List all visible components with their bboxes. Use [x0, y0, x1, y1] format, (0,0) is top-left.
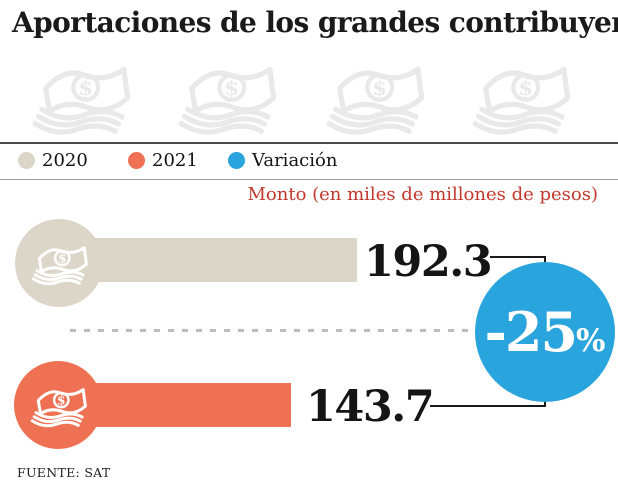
variation-value: -25: [484, 300, 578, 364]
money-banknote-icon: $: [178, 66, 277, 135]
legend-item-2020: 2020: [18, 147, 88, 173]
legend-dot-2020: [18, 151, 35, 169]
money-banknote-icon: $: [32, 66, 131, 135]
money-banknote-icon: $: [31, 246, 88, 286]
bar-2021-money-badge: $: [14, 361, 102, 449]
percent-sign: %: [576, 323, 606, 359]
variation-badge: -25%: [475, 262, 615, 402]
chart-subtitle: Monto (en miles de millones de pesos): [247, 184, 598, 205]
value-label-2021: 143.7: [306, 382, 435, 432]
dashed-connector-line: [70, 329, 472, 332]
legend-dot-variacion: [228, 151, 245, 169]
money-banknote-icon: $: [472, 66, 571, 135]
money-banknote-icon: $: [30, 388, 87, 428]
divider-legend-bottom: [0, 179, 618, 180]
page-title: Aportaciones de los grandes contribuyent…: [12, 6, 618, 39]
svg-text:$: $: [518, 75, 533, 100]
variation-label: -25%: [484, 305, 605, 359]
divider-top: [0, 142, 618, 144]
svg-text:$: $: [57, 393, 65, 407]
value-label-2020: 192.3: [364, 237, 493, 287]
svg-text:$: $: [78, 75, 93, 100]
svg-text:$: $: [372, 75, 387, 100]
legend-item-2021: 2021: [128, 147, 198, 173]
legend-item-variacion: Variación: [228, 147, 337, 173]
source-credit: FUENTE: SAT: [17, 465, 111, 480]
svg-text:$: $: [58, 251, 66, 265]
svg-text:$: $: [224, 75, 239, 100]
bracket-line-top: [490, 256, 546, 258]
legend-label-variacion: Variación: [252, 149, 338, 171]
bracket-line-bottom: [430, 405, 546, 407]
legend-label-2020: 2020: [42, 149, 88, 171]
bar-2020-money-badge: $: [15, 219, 103, 307]
money-banknote-icon: $: [326, 66, 425, 135]
legend-dot-2021: [128, 151, 145, 169]
legend-label-2021: 2021: [152, 149, 198, 171]
bar-2020: [58, 238, 357, 282]
